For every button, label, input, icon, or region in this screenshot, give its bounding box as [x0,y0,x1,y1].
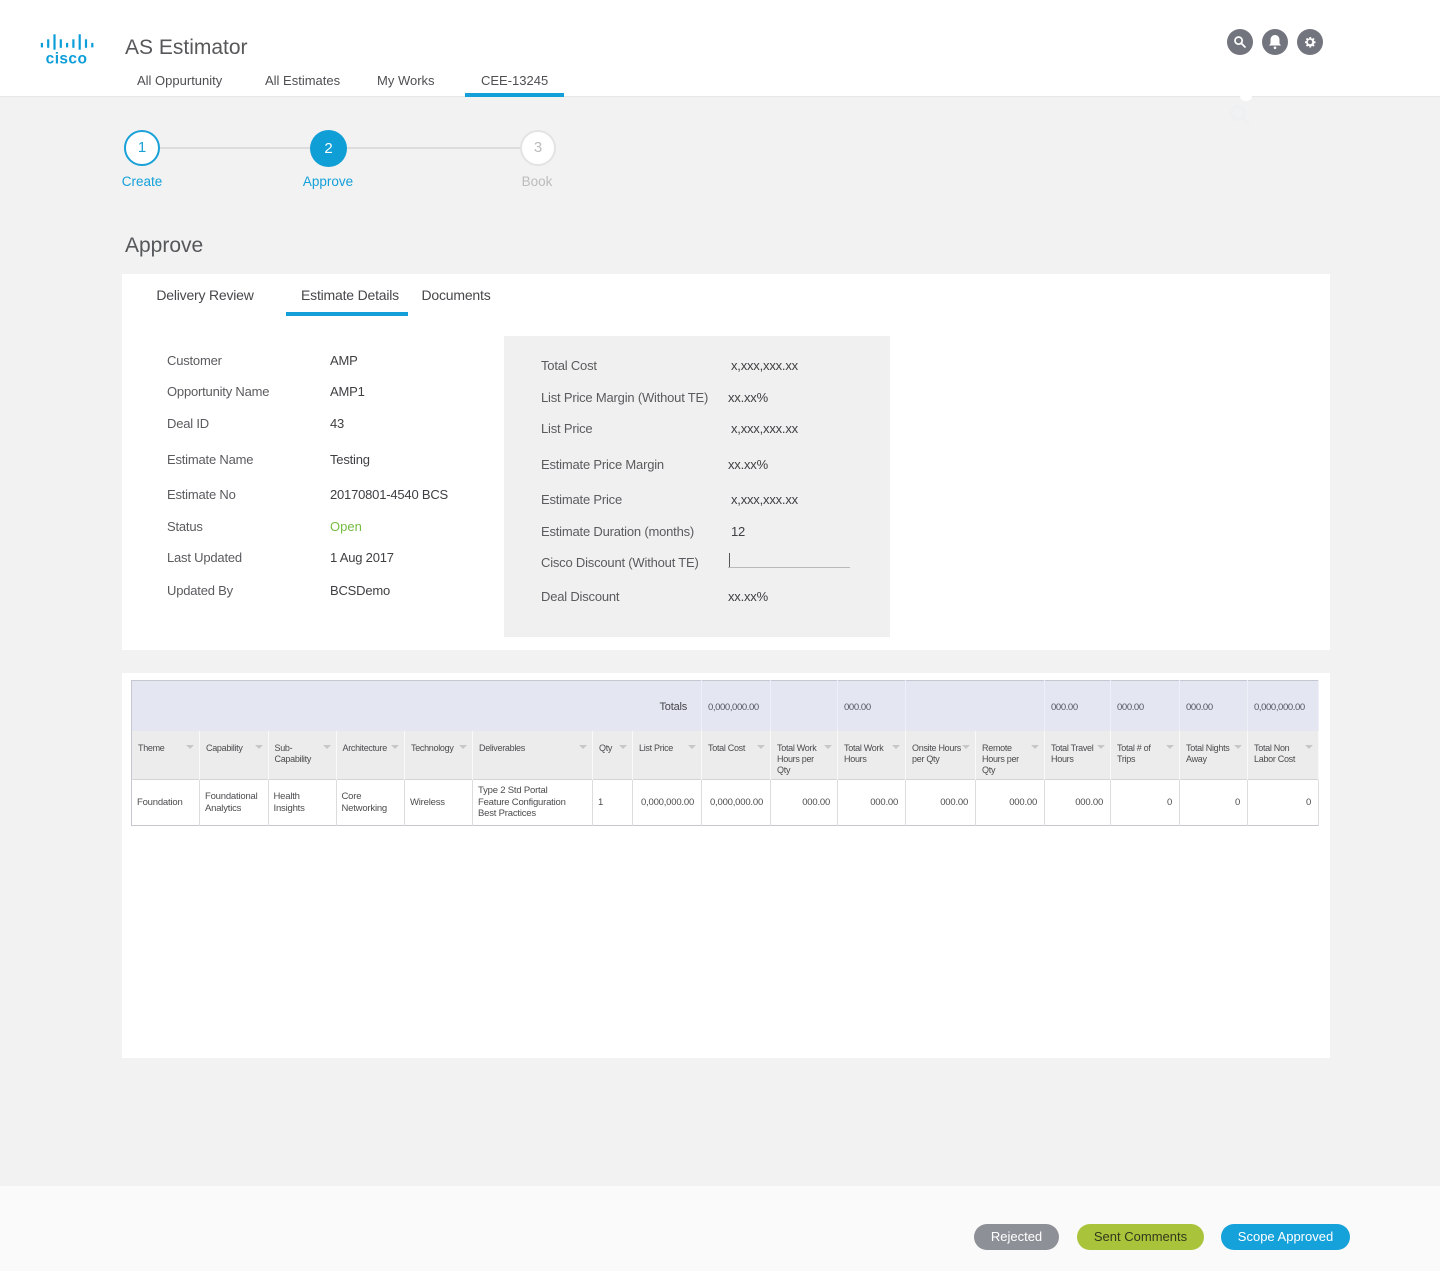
svg-text:cisco: cisco [46,51,88,66]
